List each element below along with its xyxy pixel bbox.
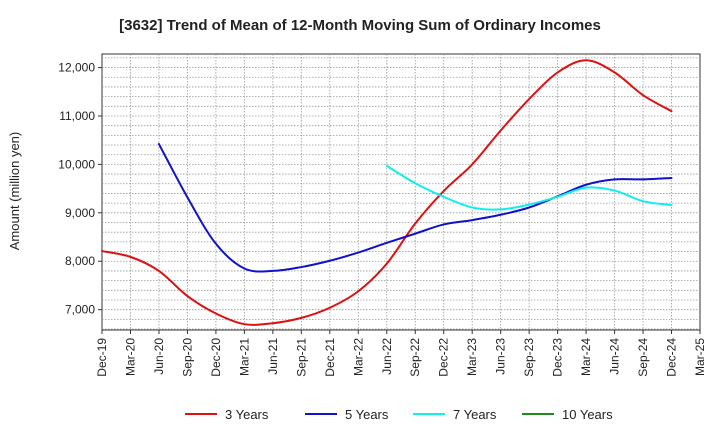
x-tick-label: Mar-23	[465, 338, 479, 376]
y-axis-label: Amount (million yen)	[7, 132, 22, 251]
legend-label: 3 Years	[225, 407, 269, 422]
legend-item-10-years: 10 Years	[522, 407, 613, 422]
x-tick-label: Mar-21	[237, 338, 251, 376]
x-tick-label: Jun-21	[266, 338, 280, 375]
y-tick-label: 10,000	[58, 157, 95, 171]
x-tick-label: Dec-19	[95, 338, 109, 377]
x-tick-label: Jun-20	[152, 338, 166, 375]
y-tick-label: 9,000	[65, 206, 95, 220]
x-tick-label: Sep-22	[408, 338, 422, 377]
y-tick-label: 11,000	[59, 109, 95, 123]
x-tick-label: Mar-22	[351, 338, 365, 376]
y-tick-label: 7,000	[65, 303, 95, 317]
x-axis: Dec-19 Mar-20 Jun-20 Sep-20 Dec-20 Mar-21 Jun-…	[95, 330, 707, 377]
legend-label: 7 Years	[453, 407, 497, 422]
chart-title: [3632] Trend of Mean of 12-Month Moving …	[119, 17, 601, 34]
x-tick-label: Dec-20	[209, 338, 223, 377]
series-layer	[101, 59, 673, 326]
x-tick-label: Dec-22	[437, 338, 451, 377]
y-tick-label: 8,000	[65, 254, 95, 268]
legend-label: 5 Years	[345, 407, 389, 422]
series-line-3-years	[101, 59, 673, 326]
x-tick-label: Dec-21	[323, 338, 337, 377]
series-line-7-years	[385, 164, 673, 211]
x-tick-label: Mar-25	[693, 338, 707, 376]
legend-item-7-years: 7 Years	[413, 407, 497, 422]
x-tick-label: Dec-23	[551, 338, 565, 377]
y-axis: 7,000 8,000 9,000 10,000 11,000 12,000	[58, 61, 102, 317]
x-tick-label: Mar-24	[579, 338, 593, 376]
x-tick-label: Sep-23	[522, 338, 536, 377]
legend: 3 Years 5 Years 7 Years 10 Years	[185, 407, 613, 422]
grid-lines	[102, 54, 700, 330]
x-tick-label: Jun-24	[608, 338, 622, 375]
x-tick-label: Dec-24	[665, 338, 679, 377]
series-line-5-years	[157, 143, 673, 273]
legend-label: 10 Years	[562, 407, 613, 422]
x-tick-label: Sep-20	[180, 338, 194, 377]
plot-border	[101, 53, 701, 331]
x-tick-label: Sep-24	[636, 338, 650, 377]
legend-item-3-years: 3 Years	[185, 407, 269, 422]
x-tick-label: Jun-22	[380, 338, 394, 375]
plot-area	[101, 53, 701, 331]
y-tick-label: 12,000	[58, 61, 95, 75]
x-tick-label: Jun-23	[494, 338, 508, 375]
x-tick-label: Sep-21	[294, 338, 308, 377]
legend-item-5-years: 5 Years	[305, 407, 389, 422]
x-tick-label: Mar-20	[123, 338, 137, 376]
